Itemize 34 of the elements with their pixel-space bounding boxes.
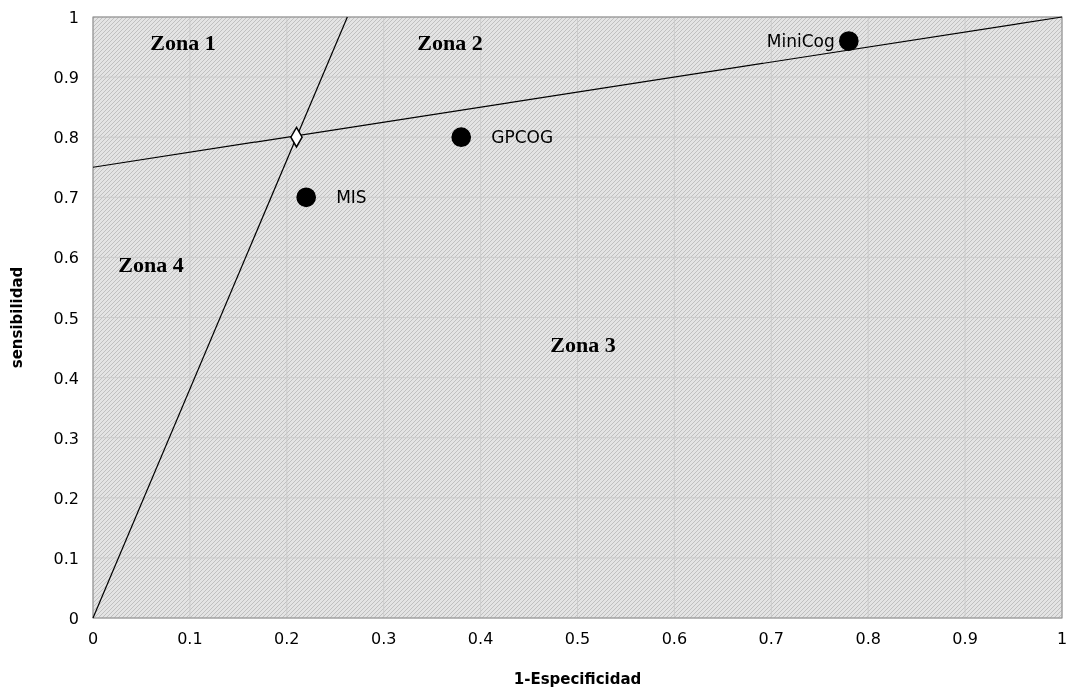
y-tick-label: 0.8 (53, 128, 79, 148)
annotation: Zona 3 (550, 332, 616, 358)
y-tick-label: 0.1 (53, 548, 79, 568)
x-tick-label: 0.3 (370, 629, 397, 648)
x-tick-label: 0.5 (564, 629, 591, 648)
y-tick-label: 0.5 (53, 308, 79, 328)
x-tick-label: 0 (87, 629, 99, 648)
y-tick-label: 1 (68, 8, 79, 27)
y-tick-label: 0.7 (53, 188, 79, 208)
point (451, 127, 472, 148)
annotation: Zona 1 (150, 30, 216, 56)
series-label: MIS (336, 187, 367, 208)
x-tick-label: 0.7 (758, 629, 785, 648)
x-tick-label: 0.6 (661, 629, 688, 648)
annotation: Zona 2 (417, 30, 483, 56)
y-tick-label: 0.6 (53, 248, 79, 268)
x-tick-label: 0.8 (855, 629, 881, 648)
x-tick-label: 0.9 (952, 629, 978, 648)
point (838, 31, 859, 51)
y-tick-label: 0.9 (53, 68, 79, 88)
series-label: GPCOG (491, 127, 554, 148)
x-tick-label: 0.1 (177, 629, 203, 648)
x-axis-title: 1-Especificidad (513, 670, 642, 688)
y-axis-title: sensibilidad (8, 266, 26, 369)
x-tick-label: 0.2 (274, 629, 300, 648)
y-tick-label: 0.3 (53, 428, 79, 448)
y-tick-label: 0 (68, 609, 79, 628)
y-tick-label: 0.4 (53, 368, 79, 388)
annotation: Zona 4 (118, 252, 184, 278)
y-tick-label: 0.2 (53, 488, 79, 508)
series-label: MiniCog (766, 31, 835, 52)
point (296, 187, 317, 208)
x-tick-label: 1 (1056, 629, 1068, 648)
x-tick-label: 0.4 (467, 629, 494, 648)
